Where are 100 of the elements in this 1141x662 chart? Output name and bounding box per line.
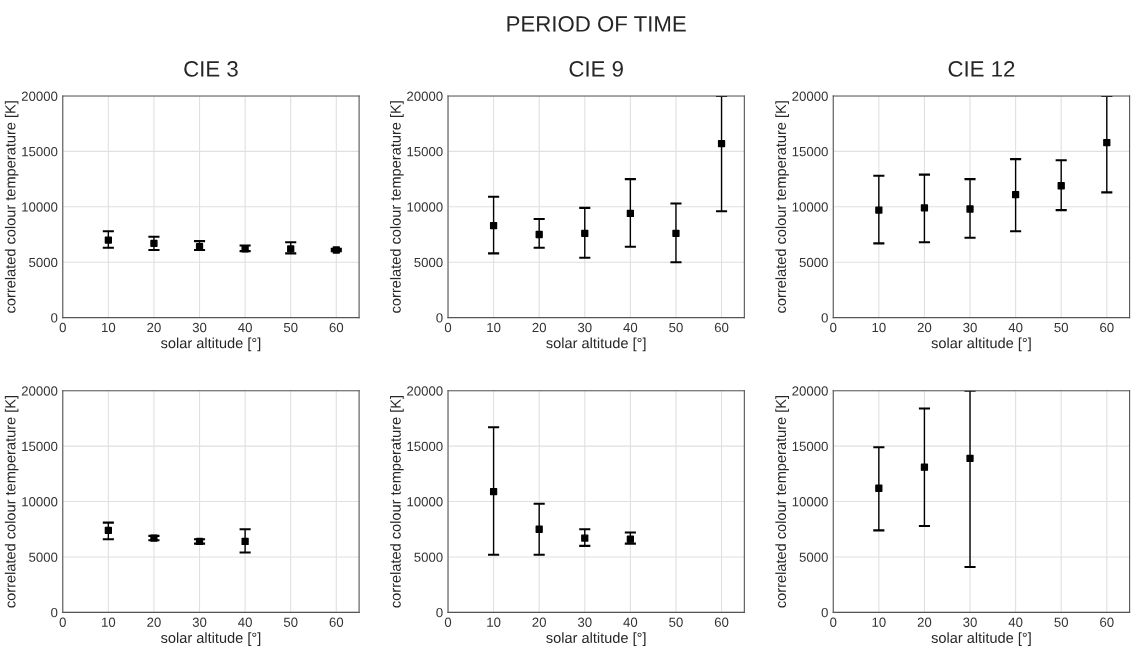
y-tick-label: 5000 (414, 257, 443, 268)
x-tick-label: 10 (102, 322, 116, 333)
x-tick-label: 0 (444, 617, 452, 627)
y-tick-label: 5000 (799, 552, 828, 562)
y-axis-title: correlated colour temperature [K] (390, 395, 404, 608)
x-axis-title: solar altitude [°] (546, 632, 646, 646)
y-tick-label: 0 (436, 607, 443, 618)
y-tick-label: 10000 (792, 202, 828, 212)
y-tick-label: 10000 (407, 202, 443, 212)
point (966, 454, 974, 462)
x-tick-label: 40 (623, 322, 638, 333)
y-tick-label: 0 (821, 607, 828, 618)
y-tick-label: 5000 (414, 552, 443, 562)
x-tick-label: 0 (59, 617, 66, 627)
x-tick-label: 60 (329, 322, 344, 333)
x-tick-label: 40 (238, 322, 252, 333)
point (241, 537, 249, 546)
y-axis-title: correlated colour temperature [K] (775, 395, 789, 608)
y-tick-label: 0 (821, 313, 828, 323)
x-tick-label: 20 (917, 322, 932, 333)
point (875, 484, 883, 492)
x-tick-label: 60 (329, 617, 344, 627)
text: PERIOD OF TIME (507, 16, 686, 32)
x-tick-label: 40 (1008, 617, 1023, 627)
y-tick-label: 15000 (407, 441, 443, 452)
x-tick-label: 50 (669, 617, 683, 627)
point (535, 525, 543, 533)
y-tick-label: 0 (51, 607, 58, 618)
y-tick-label: 10000 (407, 497, 443, 507)
y-tick-label: 20000 (407, 91, 443, 101)
x-tick-label: 40 (1008, 322, 1023, 333)
point (1103, 138, 1111, 147)
y-tick-label: 15000 (792, 441, 828, 452)
y-axis-title: correlated colour temperature [K] (4, 101, 19, 313)
point (581, 534, 589, 542)
x-tick-label: 30 (192, 617, 207, 627)
point (535, 230, 543, 239)
x-tick-label: 30 (577, 617, 592, 627)
point (626, 535, 635, 543)
x-tick-label: 30 (963, 617, 977, 627)
x-tick-label: 30 (577, 322, 592, 333)
y-axis-title: correlated colour temperature [K] (775, 101, 789, 313)
x-tick-label: 60 (714, 617, 729, 627)
y-tick-label: 15000 (22, 441, 58, 452)
x-tick-label: 10 (487, 322, 501, 333)
y-tick-label: 10000 (792, 497, 828, 507)
point (672, 229, 680, 238)
x-tick-label: 50 (1054, 322, 1069, 333)
x-tick-label: 0 (444, 322, 452, 333)
y-tick-label: 0 (51, 313, 58, 323)
x-axis-title: solar altitude [°] (931, 337, 1031, 352)
x-tick-label: 50 (283, 322, 298, 333)
x-tick-label: 10 (872, 617, 886, 627)
chart-title: CIE 9 (569, 61, 623, 77)
x-tick-label: 50 (1054, 617, 1069, 627)
x-tick-label: 60 (1100, 617, 1114, 627)
y-tick-label: 20000 (792, 91, 828, 101)
x-axis-title: solar altitude [°] (546, 337, 646, 352)
point (489, 221, 498, 230)
x-tick-label: 20 (147, 617, 161, 627)
x-tick-label: 20 (147, 322, 161, 333)
point (104, 236, 112, 244)
y-tick-label: 15000 (22, 146, 58, 157)
x-tick-label: 20 (917, 617, 932, 627)
point (287, 245, 295, 253)
x-tick-label: 20 (532, 617, 547, 627)
x-tick-label: 50 (283, 617, 298, 627)
y-tick-label: 5000 (799, 257, 828, 268)
x-axis-title: solar altitude [°] (931, 632, 1031, 646)
x-tick-label: 20 (532, 322, 547, 333)
x-tick-label: 40 (238, 617, 252, 627)
y-tick-label: 10000 (22, 202, 58, 212)
point (489, 487, 498, 496)
point (920, 463, 929, 471)
point (626, 209, 635, 218)
point (104, 526, 112, 534)
x-axis-title: solar altitude [°] (161, 632, 261, 646)
x-axis-title: solar altitude [°] (161, 337, 261, 352)
y-tick-label: 15000 (792, 146, 828, 157)
y-tick-label: 0 (436, 313, 443, 323)
chart-title: CIE 3 (184, 61, 238, 77)
y-tick-label: 20000 (407, 386, 443, 396)
y-tick-label: 5000 (29, 552, 58, 562)
y-tick-label: 5000 (29, 257, 58, 268)
x-tick-label: 60 (1100, 322, 1114, 333)
x-tick-label: 30 (192, 322, 207, 333)
chart-title: CIE 12 (948, 61, 1015, 77)
y-tick-label: 15000 (407, 146, 443, 157)
x-tick-label: 0 (830, 322, 837, 333)
point (581, 229, 589, 238)
point (920, 204, 929, 212)
x-tick-label: 40 (623, 617, 638, 627)
y-tick-label: 20000 (21, 91, 58, 101)
x-tick-label: 50 (669, 322, 683, 333)
x-tick-label: 10 (487, 617, 501, 627)
point (1011, 190, 1020, 199)
y-tick-label: 10000 (22, 497, 58, 507)
point (1057, 182, 1065, 190)
x-tick-label: 0 (830, 617, 837, 627)
x-tick-label: 0 (59, 322, 66, 333)
